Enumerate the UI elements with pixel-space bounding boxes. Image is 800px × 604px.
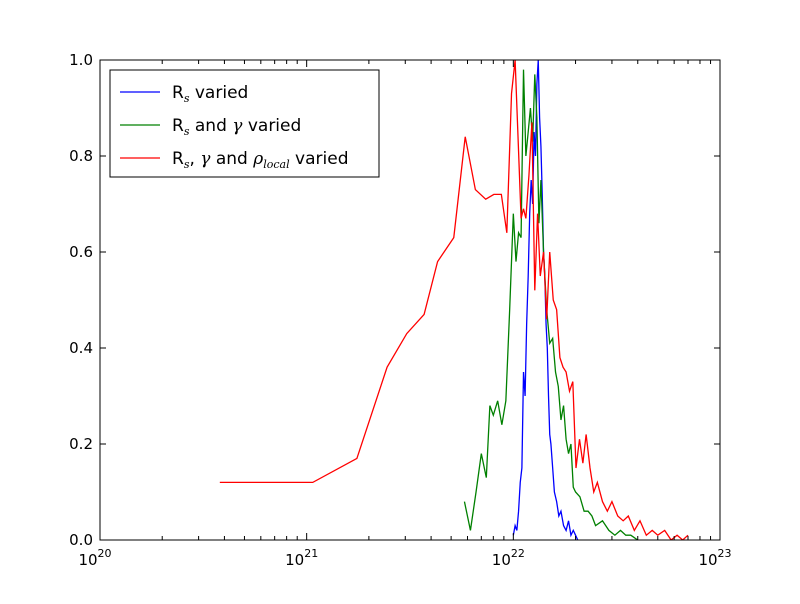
y-tick-label: 0.0 bbox=[69, 531, 93, 549]
legend-label-3: Rs, γ and ρlocal varied bbox=[172, 149, 349, 171]
y-tick-label: 1.0 bbox=[69, 51, 93, 69]
plot-area bbox=[219, 60, 689, 540]
y-tick-label: 0.6 bbox=[69, 243, 93, 261]
x-tick-label: 1020 bbox=[78, 547, 111, 569]
axis-ticks: 0.0 0.2 0.4 0.6 0.8 1.0 1020 1021 1022 1023 bbox=[69, 51, 731, 569]
legend: Rs varied Rs and γ varied Rs, γ and ρlocal… bbox=[109, 69, 380, 178]
series-line-1 bbox=[512, 60, 579, 540]
y-tick-label: 0.8 bbox=[69, 147, 93, 165]
y-tick-label: 0.4 bbox=[69, 339, 93, 357]
x-tick-label: 1022 bbox=[492, 547, 525, 569]
x-tick-label: 1021 bbox=[285, 547, 318, 569]
legend-box bbox=[109, 69, 380, 178]
legend-label-2: Rs and γ varied bbox=[172, 116, 301, 138]
series-line-3 bbox=[219, 60, 689, 540]
x-tick-label: 1023 bbox=[698, 547, 731, 569]
legend-label-1: Rs varied bbox=[172, 83, 248, 105]
axes-frame bbox=[99, 59, 721, 541]
y-tick-label: 0.2 bbox=[69, 435, 93, 453]
